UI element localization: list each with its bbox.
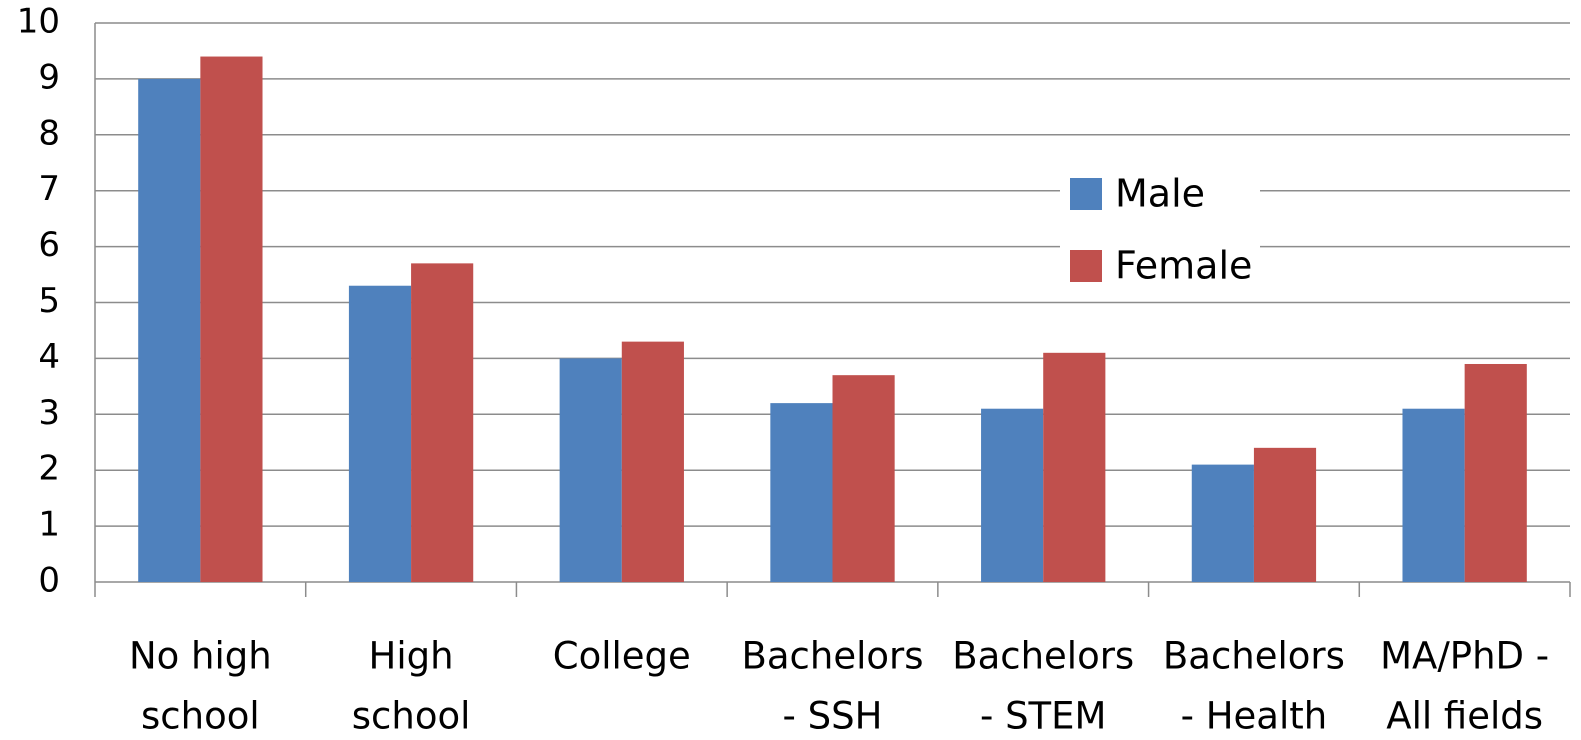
bar <box>138 78 201 583</box>
bar <box>559 358 622 582</box>
x-tick-label: - Health <box>1181 695 1328 738</box>
y-tick-label: 2 <box>38 449 60 489</box>
y-tick-label: 4 <box>38 337 60 377</box>
bar <box>770 403 833 582</box>
bar <box>832 375 895 582</box>
x-tick-label: school <box>352 695 471 738</box>
bar <box>1464 363 1527 582</box>
bar <box>348 285 412 582</box>
bar <box>1402 408 1465 582</box>
legend-label: Male <box>1115 172 1205 216</box>
x-tick-label: High <box>369 635 454 678</box>
x-tick-label: - STEM <box>980 695 1107 738</box>
y-tick-label: 8 <box>38 113 60 153</box>
legend-swatch <box>1070 178 1102 210</box>
x-tick-label: school <box>141 695 260 738</box>
legend-swatch <box>1070 250 1102 282</box>
bar <box>621 341 684 582</box>
bar <box>411 263 474 582</box>
bar <box>200 56 263 583</box>
y-tick-label: 5 <box>38 281 60 321</box>
bar <box>1191 464 1254 582</box>
y-tick-label: 1 <box>38 505 60 545</box>
legend-label: Female <box>1115 244 1252 288</box>
x-tick-label: All fields <box>1386 695 1543 738</box>
y-tick-label: 6 <box>38 225 60 265</box>
y-tick-label: 3 <box>38 393 60 433</box>
bar <box>1043 352 1106 582</box>
x-tick-label: - SSH <box>783 695 883 738</box>
y-tick-label: 10 <box>17 2 60 42</box>
x-tick-label: Bachelors <box>741 635 923 678</box>
x-tick-label: Bachelors <box>952 635 1134 678</box>
y-tick-label: 9 <box>38 57 60 97</box>
bar <box>981 408 1044 582</box>
x-tick-label: No high <box>129 635 272 678</box>
x-tick-label: MA/PhD - <box>1380 635 1549 678</box>
x-tick-label: College <box>553 635 691 678</box>
y-tick-label: 0 <box>38 561 60 601</box>
x-tick-label: Bachelors <box>1163 635 1345 678</box>
bar <box>1253 447 1317 582</box>
y-tick-label: 7 <box>38 169 60 209</box>
